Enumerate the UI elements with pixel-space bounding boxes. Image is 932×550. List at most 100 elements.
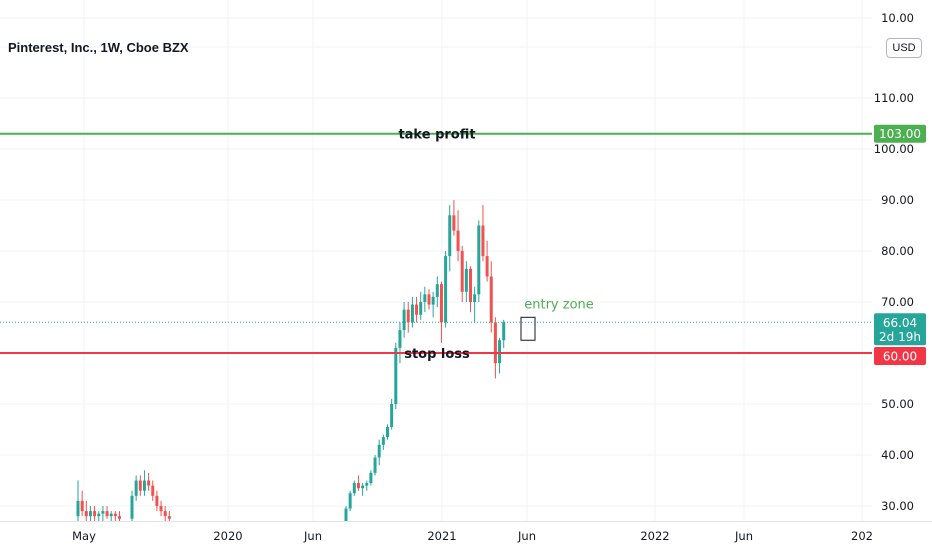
candle-body [113, 513, 117, 517]
candle [444, 251, 448, 328]
candle-body [118, 516, 121, 519]
stop-loss-price-tag[interactable] [874, 347, 926, 365]
candle [163, 506, 167, 521]
candle-body [76, 500, 80, 517]
candle-body [460, 251, 464, 292]
candle [84, 500, 88, 521]
candle-body [88, 511, 92, 517]
candle [485, 240, 489, 282]
price-tick-label: 70.00 [881, 295, 914, 309]
candle [101, 506, 105, 521]
candle [76, 480, 80, 521]
candle [80, 490, 84, 517]
candle-body [142, 480, 146, 491]
candle-body [498, 340, 502, 364]
candle-body [435, 284, 439, 297]
candle [105, 506, 109, 519]
candle [435, 276, 439, 308]
candle-body [80, 500, 84, 512]
candle [373, 455, 377, 476]
candle [365, 480, 369, 491]
entry-zone-box[interactable] [520, 316, 536, 341]
candle-body [423, 294, 427, 302]
candle [138, 475, 142, 496]
candle-body [138, 480, 142, 491]
candle-body [402, 309, 406, 331]
candle-body [485, 256, 489, 277]
candle-body [377, 444, 381, 458]
candle-body [369, 472, 373, 484]
candle-body [410, 304, 414, 323]
candle-body [352, 483, 356, 494]
candle [97, 511, 101, 521]
price-tags: 103.00 66.04 2d 19h 60.00 [874, 124, 926, 365]
price-tick-label: 90.00 [881, 193, 914, 207]
candle [167, 511, 171, 521]
candle [93, 506, 97, 521]
candle-body [427, 294, 431, 305]
candle-body [155, 495, 159, 506]
candle [415, 296, 419, 323]
candle [348, 490, 352, 512]
time-tick-label: Jun [734, 529, 753, 543]
candle [439, 281, 443, 343]
candle-body [344, 508, 348, 521]
price-tick-label: 30.00 [881, 499, 914, 513]
candle [151, 480, 155, 501]
time-tick-label: 2020 [213, 529, 242, 543]
candle-body [464, 268, 468, 292]
time-tick-label: Jun [517, 529, 536, 543]
candle [134, 475, 138, 501]
take-profit-label: take profit [398, 128, 475, 143]
candle-body [105, 511, 109, 517]
candle-body [502, 322, 506, 341]
time-tick-label: May [72, 529, 96, 543]
take-profit-price-tag[interactable] [874, 124, 926, 143]
candle-body [390, 404, 394, 427]
candle [398, 322, 402, 364]
candle [423, 286, 427, 313]
candle-body [477, 225, 481, 295]
symbol-title[interactable]: Pinterest, Inc., 1W, Cboe BZX [8, 40, 189, 55]
candle [369, 470, 373, 486]
candle [489, 261, 493, 333]
time-tick-label: 2022 [640, 529, 669, 543]
candle [456, 210, 460, 262]
candle [473, 286, 477, 323]
price-axis[interactable] [872, 0, 932, 522]
candle [109, 511, 113, 521]
candle-body [93, 511, 97, 517]
time-tick-label: Jun [303, 529, 322, 543]
take-profit-price: 103.00 [879, 127, 921, 141]
candle-body [481, 225, 485, 257]
candle-body [489, 276, 493, 323]
candle [406, 302, 410, 333]
candle-body [101, 511, 105, 514]
candle [464, 261, 468, 302]
candle [402, 302, 406, 338]
candles [76, 200, 506, 521]
candle [460, 245, 464, 302]
last-price-tag[interactable] [874, 313, 926, 346]
stop-loss-price: 60.00 [883, 350, 917, 364]
price-tick-label: 40.00 [881, 448, 914, 462]
candle [386, 424, 389, 440]
candle-body [109, 513, 113, 517]
candle-body [456, 230, 460, 251]
candle-body [361, 485, 365, 489]
candle-body [473, 294, 477, 302]
candle-body [452, 215, 456, 231]
candle [448, 205, 452, 272]
currency-button[interactable]: USD [886, 38, 922, 58]
candle-body [163, 511, 167, 517]
candle-body [415, 304, 419, 315]
candle [419, 291, 423, 320]
candle [452, 200, 456, 236]
candle-body [406, 309, 410, 323]
candle-body [130, 495, 134, 519]
candle-body [348, 493, 352, 509]
candle-body [167, 516, 171, 519]
candle [381, 434, 385, 450]
candle-body [365, 483, 369, 486]
